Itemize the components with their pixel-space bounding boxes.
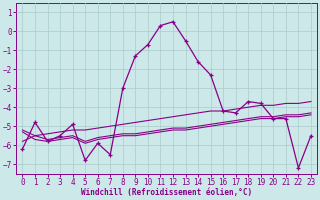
X-axis label: Windchill (Refroidissement éolien,°C): Windchill (Refroidissement éolien,°C) — [81, 188, 252, 197]
